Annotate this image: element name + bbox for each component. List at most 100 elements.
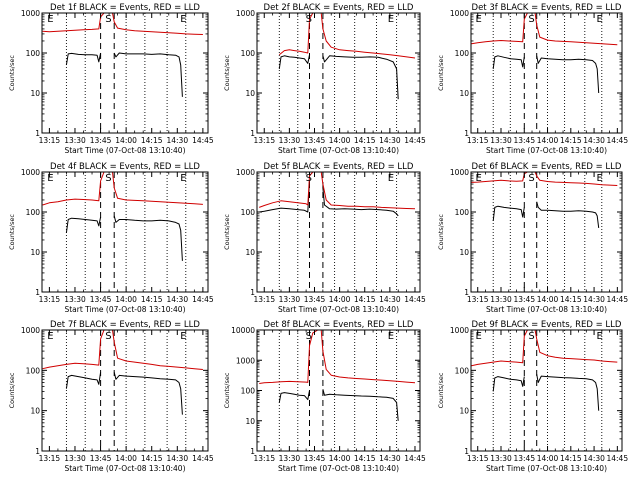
x-axis-label: Start Time (07-Oct-08 13:10:40) [278,305,399,314]
x-tick-label: 13:15 [467,454,489,463]
x-axis-label: Start Time (07-Oct-08 13:10:40) [278,464,399,473]
x-axis-label: Start Time (07-Oct-08 13:10:40) [486,305,607,314]
x-tick-label: 13:30 [64,295,86,304]
marker-end-label: E [476,14,482,25]
panel-6: 1 10 100 1000 13:15 13:30 13:45 14:00 14:15 14:30… [437,162,628,314]
x-tick-label: 13:30 [279,136,301,145]
lld-series-segment [42,329,203,370]
x-tick-label: 13:30 [490,136,512,145]
y-tick-label: 100 [455,208,470,217]
plot-frame [470,171,623,293]
x-tick-label: 14:30 [379,295,401,304]
lld-series-segment [259,171,416,210]
y-tick-label: 10 [459,407,469,416]
events-series-segment [259,180,310,213]
x-tick-label: 14:00 [115,454,137,463]
y-tick-label: 1 [464,447,469,456]
marker-end-label: E [597,173,603,184]
panel-title: Det 2f BLACK = Events, RED = LLD [264,3,414,13]
lld-series-segment [471,12,618,46]
x-tick-label: 13:45 [304,136,326,145]
x-tick-label: 14:45 [404,136,426,145]
y-tick-label: 1 [464,129,469,138]
x-tick-label: 14:00 [537,136,559,145]
events-series-segment [322,389,399,421]
y-axis-label: Counts/sec [437,55,445,91]
y-axis-label: Counts/sec [8,55,16,91]
y-tick-label: 10 [30,89,40,98]
lld-series-segment [471,329,618,367]
panel-1: 1 10 100 1000 13:15 13:30 13:45 14:00 14:15 14:30… [8,3,214,155]
y-tick-label: 10 [245,417,255,426]
x-tick-label: 14:45 [404,454,426,463]
y-tick-label: 10 [245,89,255,98]
x-tick-label: 14:30 [166,295,188,304]
events-series-segment [113,372,183,415]
y-tick-label: 1000 [236,168,255,177]
plot-frame [41,171,209,293]
x-tick-label: 14:00 [329,295,351,304]
y-tick-label: 10000 [231,326,255,335]
marker-start-label: S [306,173,312,184]
panel-title: Det 6f BLACK = Events, RED = LLD [472,162,622,172]
y-tick-label: 100 [26,49,41,58]
x-tick-label: 14:00 [115,136,137,145]
y-tick-label: 1 [250,129,255,138]
x-tick-label: 13:30 [490,454,512,463]
events-series-segment [65,216,102,233]
y-axis-label: Counts/sec [8,372,16,408]
x-tick-label: 13:30 [279,454,301,463]
x-axis-label: Start Time (07-Oct-08 13:10:40) [486,146,607,155]
events-series-segment [322,187,399,217]
plot-frame [256,12,421,134]
lld-series-segment [471,171,618,186]
x-tick-label: 14:00 [329,454,351,463]
y-tick-label: 1000 [450,168,469,177]
x-tick-label: 13:45 [90,136,112,145]
events-series-segment [536,55,600,94]
x-tick-label: 14:30 [379,136,401,145]
x-tick-label: 14:15 [560,136,582,145]
y-axis-label: Counts/sec [437,372,445,408]
marker-end-label: E [388,331,394,342]
y-axis-label: Counts/sec [223,372,231,408]
marker-start-label: S [306,14,312,25]
x-axis-label: Start Time (07-Oct-08 13:10:40) [64,305,185,314]
x-tick-label: 14:30 [583,295,605,304]
panel-title: Det 3f BLACK = Events, RED = LLD [472,3,622,13]
events-series-segment [113,52,183,97]
events-series-segment [536,374,600,411]
x-tick-label: 14:30 [583,136,605,145]
events-series-segment [492,376,525,392]
x-tick-label: 14:45 [606,295,628,304]
events-series-segment [65,52,102,66]
x-tick-label: 13:30 [64,136,86,145]
lld-series-segment [42,171,203,206]
y-tick-label: 1000 [21,326,40,335]
y-tick-label: 100 [241,208,256,217]
y-tick-label: 1 [35,129,40,138]
x-tick-label: 13:15 [39,136,61,145]
panel-title: Det 9f BLACK = Events, RED = LLD [472,320,622,330]
panel-title: Det 8f BLACK = Events, RED = LLD [264,320,414,330]
y-tick-label: 100 [241,387,256,396]
plot-frame [256,171,421,293]
x-tick-label: 14:15 [141,295,163,304]
x-axis-label: Start Time (07-Oct-08 13:10:40) [278,146,399,155]
y-tick-label: 1000 [21,168,40,177]
x-tick-label: 13:15 [467,295,489,304]
x-tick-label: 13:30 [279,295,301,304]
plot-frame [41,12,209,134]
y-tick-label: 1000 [450,326,469,335]
y-tick-label: 10 [30,407,40,416]
marker-end-label: E [597,14,603,25]
x-tick-label: 14:30 [166,454,188,463]
panel-8: 1 10 100 1000 10000 13:15 13:30 13:45 14:00 14:15… [223,320,426,473]
x-tick-label: 14:30 [379,454,401,463]
marker-start-label: S [528,14,534,25]
x-tick-label: 13:45 [90,454,112,463]
y-axis-label: Counts/sec [8,214,16,250]
y-axis-label: Counts/sec [223,55,231,91]
